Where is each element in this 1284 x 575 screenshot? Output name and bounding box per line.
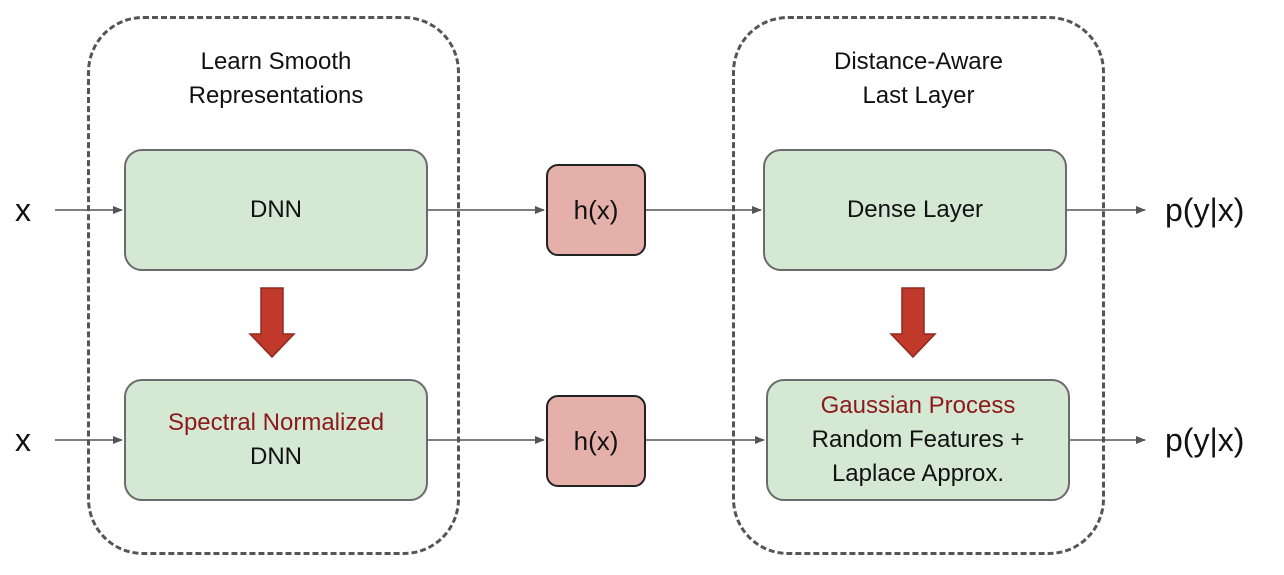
learn-smooth-representations-group — [87, 16, 460, 555]
dnn-box: DNN — [124, 149, 428, 271]
transform-arrow-left — [248, 287, 296, 359]
left-group-title-line2: Representations — [188, 82, 364, 109]
input-x-top: x — [15, 192, 31, 228]
sn-dnn-label: DNN — [250, 443, 302, 470]
dense-layer-label: Dense Layer — [846, 196, 984, 223]
transform-arrow-right — [889, 287, 937, 359]
hidden-representation-bottom: h(x) — [546, 395, 646, 487]
left-group-title-line1: Learn Smooth — [200, 48, 352, 75]
dnn-label: DNN — [250, 196, 302, 223]
output-pyx-bottom: p(y|x) — [1165, 422, 1245, 458]
right-group-title-line1: Distance-Aware — [834, 48, 1003, 75]
output-pyx-top: p(y|x) — [1165, 192, 1245, 228]
gaussian-process-box: Gaussian Process Random Features + Lapla… — [766, 379, 1070, 501]
input-x-bottom: x — [15, 422, 31, 458]
laplace-approx-label: Laplace Approx. — [831, 460, 1005, 487]
right-group-title: Distance-Aware Last Layer — [732, 45, 1105, 113]
left-group-title: Learn Smooth Representations — [87, 45, 465, 113]
dense-layer-box: Dense Layer — [763, 149, 1067, 271]
gaussian-process-label: Gaussian Process — [820, 392, 1016, 419]
distance-aware-last-layer-group — [732, 16, 1105, 555]
hidden-representation-top: h(x) — [546, 164, 646, 256]
random-features-label: Random Features + — [811, 426, 1025, 453]
hx-bottom-label: h(x) — [573, 426, 619, 456]
spectral-normalized-dnn-box: Spectral Normalized DNN — [124, 379, 428, 501]
spectral-normalized-label: Spectral Normalized — [167, 409, 385, 436]
right-group-title-line2: Last Layer — [862, 82, 975, 109]
hx-top-label: h(x) — [573, 195, 619, 225]
